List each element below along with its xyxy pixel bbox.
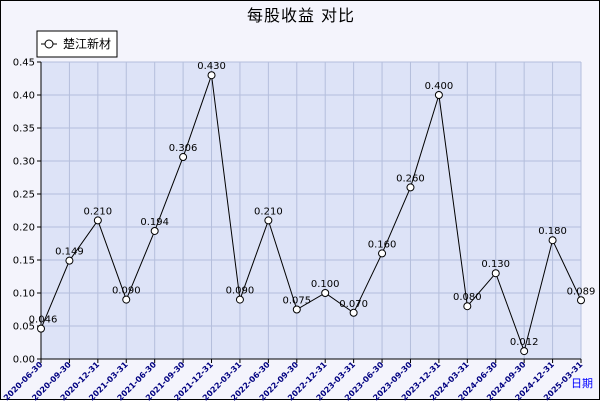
data-label: 0.075 bbox=[282, 296, 311, 307]
data-point bbox=[520, 347, 529, 356]
series-line bbox=[40, 75, 582, 353]
y-tick-label: 0.45 bbox=[13, 58, 35, 69]
data-point bbox=[179, 153, 188, 162]
y-tick-label: 0.00 bbox=[13, 355, 35, 366]
data-point bbox=[65, 256, 74, 265]
data-labels: 0.046 0.149 0.210 0.090 0.194 0.306 0.430 0.090… bbox=[29, 61, 596, 348]
data-label: 0.012 bbox=[510, 337, 539, 348]
data-label: 0.070 bbox=[339, 299, 368, 310]
y-tick-label: 0.15 bbox=[13, 256, 35, 267]
y-tick-label: 0.20 bbox=[13, 223, 35, 234]
data-label: 0.194 bbox=[140, 217, 169, 228]
axes bbox=[40, 62, 581, 360]
data-label: 0.149 bbox=[55, 247, 84, 258]
plot-area bbox=[41, 62, 581, 359]
data-point bbox=[349, 308, 358, 317]
y-tick-label: 0.10 bbox=[13, 289, 35, 300]
data-label: 0.180 bbox=[538, 226, 567, 237]
data-point bbox=[577, 296, 585, 305]
data-label: 0.210 bbox=[254, 206, 283, 217]
grid-lines bbox=[40, 61, 582, 360]
data-label: 0.160 bbox=[368, 239, 397, 250]
data-label: 0.090 bbox=[226, 286, 255, 297]
data-point bbox=[548, 236, 557, 245]
data-point bbox=[463, 302, 472, 311]
data-point bbox=[434, 91, 443, 99]
legend-marker bbox=[44, 39, 54, 49]
data-label: 0.400 bbox=[425, 81, 454, 92]
data-points bbox=[37, 71, 585, 356]
data-label: 0.430 bbox=[197, 61, 226, 72]
data-point bbox=[122, 295, 131, 304]
series-line-path bbox=[40, 75, 582, 353]
data-label: 0.130 bbox=[481, 259, 510, 270]
data-label: 0.100 bbox=[311, 279, 340, 290]
legend: 楚江新材 bbox=[36, 30, 118, 58]
data-point bbox=[491, 269, 500, 278]
data-point bbox=[406, 183, 415, 192]
data-point bbox=[93, 216, 102, 225]
data-point bbox=[235, 295, 244, 304]
y-tick-label: 0.05 bbox=[13, 322, 35, 333]
y-tick-label: 0.30 bbox=[13, 157, 35, 168]
x-axis-ticks: 2020-06-302020-09-302020-12-312021-03-31… bbox=[2, 359, 585, 401]
data-label: 0.090 bbox=[112, 286, 141, 297]
y-axis-ticks: 0.00 0.05 0.10 0.15 0.20 0.25 0.30 0.35 0.40 0.45 bbox=[13, 58, 41, 366]
data-point bbox=[207, 71, 216, 80]
data-label: 0.080 bbox=[453, 292, 482, 303]
data-label: 0.210 bbox=[84, 206, 113, 217]
data-point bbox=[264, 216, 273, 225]
y-tick-label: 0.40 bbox=[13, 91, 35, 102]
x-axis-label: 日期 bbox=[571, 377, 593, 390]
y-tick-label: 0.35 bbox=[13, 124, 35, 135]
data-point bbox=[378, 249, 387, 258]
data-label: 0.046 bbox=[29, 315, 58, 326]
data-label: 0.089 bbox=[567, 286, 596, 297]
y-tick-label: 0.25 bbox=[13, 190, 35, 201]
data-label: 0.306 bbox=[169, 143, 198, 154]
data-point bbox=[37, 324, 45, 333]
legend-label: 楚江新材 bbox=[63, 36, 111, 51]
chart-title: 每股收益 对比 bbox=[247, 6, 355, 25]
data-label: 0.260 bbox=[396, 173, 425, 184]
data-point bbox=[321, 289, 330, 297]
data-point bbox=[150, 226, 159, 235]
data-point bbox=[292, 305, 301, 314]
